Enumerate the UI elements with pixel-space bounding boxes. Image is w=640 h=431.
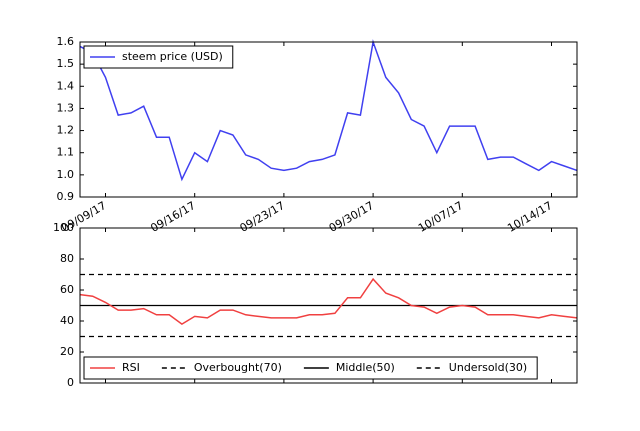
legend-label: RSI	[122, 361, 140, 374]
y-tick-label: 0.9	[57, 190, 75, 203]
y-tick-label: 0	[67, 376, 74, 389]
y-tick-label: 100	[53, 221, 74, 234]
line	[79, 39, 578, 182]
legend-box	[83, 45, 234, 69]
legend-label: steem price (USD)	[122, 50, 223, 63]
legend-label: Middle(50)	[336, 361, 395, 374]
legend: steem price (USD)	[83, 45, 234, 69]
y-tick-label: 60	[60, 283, 74, 296]
y-tick-label: 1.0	[57, 168, 75, 181]
x-tick-label: 09/23/17	[238, 199, 287, 235]
legend: RSI Overbought(70) Middle(50) Undersold(30)	[83, 356, 538, 380]
y-tick-label: 80	[60, 252, 74, 265]
y-tick-label: 20	[60, 345, 74, 358]
y-tick-label: 1.6	[57, 35, 75, 48]
x-tick-label: 09/16/17	[148, 199, 197, 235]
y-tick-label: 1.2	[57, 124, 75, 137]
x-tick-label: 10/07/17	[416, 199, 465, 235]
y-tick-label: 1.4	[57, 79, 75, 92]
line	[79, 277, 578, 325]
y-tick-label: 40	[60, 314, 74, 327]
legend-label: Undersold(30)	[449, 361, 527, 374]
y-tick-label: 1.3	[57, 101, 75, 114]
axes-frame	[79, 227, 578, 384]
y-tick-label: 1.1	[57, 146, 75, 159]
x-tick-label: 09/30/17	[327, 199, 376, 235]
y-tick-label: 1.5	[57, 57, 75, 70]
axes-frame	[79, 41, 578, 198]
legend-label: Overbought(70)	[194, 361, 282, 374]
x-tick-label: 10/14/17	[505, 199, 554, 235]
